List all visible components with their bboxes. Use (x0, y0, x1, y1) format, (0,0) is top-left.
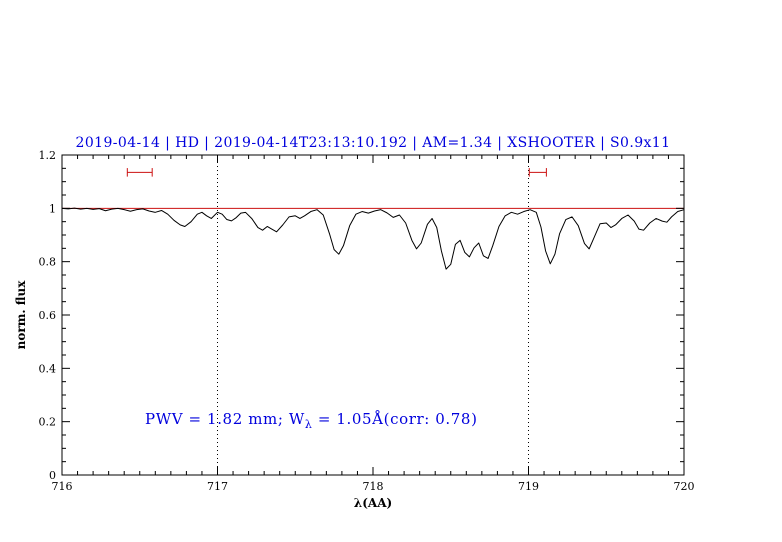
x-tick-label: 716 (52, 480, 73, 493)
y-tick-label: 0 (49, 469, 56, 482)
y-tick-label: 0.6 (39, 309, 57, 322)
y-tick-label: 0.4 (39, 362, 57, 375)
y-tick-label: 1.2 (39, 149, 57, 162)
x-tick-label: 718 (363, 480, 384, 493)
pwv-annotation-suffix: = 1.05Å(corr: 0.78) (312, 410, 478, 428)
y-tick-label: 0.8 (39, 256, 57, 269)
y-tick-label: 0.2 (39, 416, 57, 429)
pwv-annotation-prefix: PWV = 1.82 mm; W (145, 410, 305, 428)
y-tick-label: 1 (49, 202, 56, 215)
x-axis-label: λ(AA) (353, 496, 393, 510)
pwv-annotation: PWV = 1.82 mm; Wλ = 1.05Å(corr: 0.78) (145, 410, 478, 431)
y-axis-label: norm. flux (14, 280, 28, 350)
pwv-annotation-subscript: λ (304, 418, 313, 431)
x-tick-label: 720 (674, 480, 695, 493)
x-tick-label: 719 (518, 480, 539, 493)
spectrum-line (61, 207, 685, 270)
plot-title: 2019-04-14 | HD | 2019-04-14T23:13:10.19… (75, 135, 671, 151)
x-tick-label: 717 (207, 480, 228, 493)
